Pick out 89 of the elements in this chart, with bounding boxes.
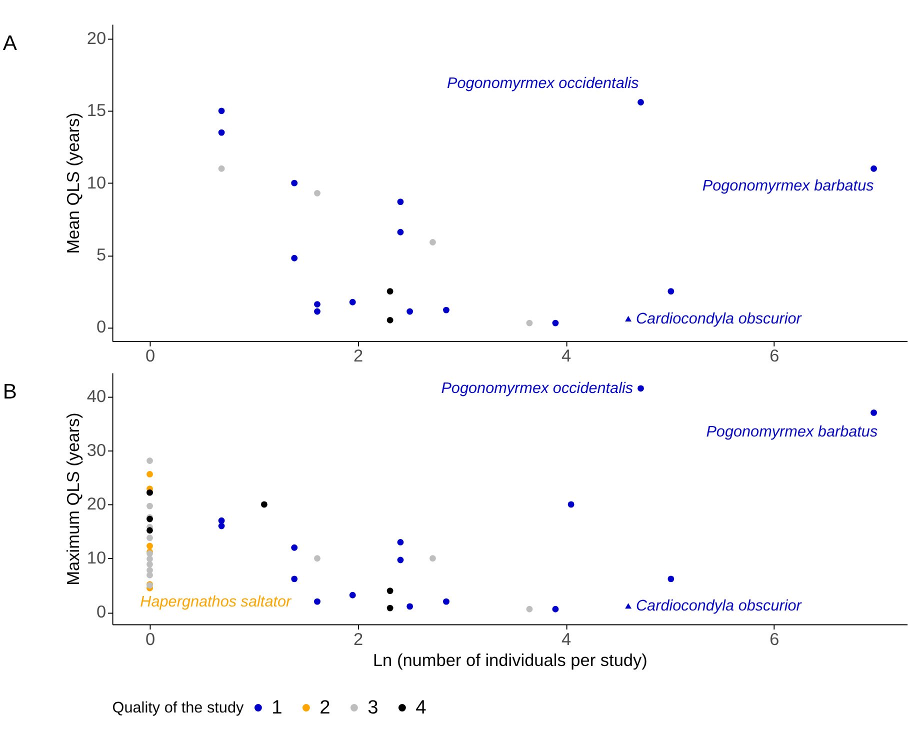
point — [146, 458, 153, 464]
point — [218, 129, 225, 136]
point — [291, 576, 298, 582]
legend-label: 2 — [320, 698, 330, 719]
point — [314, 190, 320, 196]
point — [146, 502, 153, 510]
annotation: Cardiocondyla obscurior — [636, 310, 802, 328]
point — [668, 576, 674, 582]
point — [260, 501, 268, 508]
point — [146, 489, 153, 496]
point — [349, 592, 356, 598]
point — [146, 527, 153, 534]
point — [314, 598, 320, 605]
chart-title: A — [2, 32, 18, 56]
point — [386, 604, 394, 612]
y-tick-label: 20 — [86, 494, 106, 514]
chart-title: B — [2, 380, 17, 404]
point — [397, 228, 404, 236]
point — [526, 606, 533, 612]
point — [218, 517, 225, 524]
x-tick-label: 2 — [353, 628, 364, 649]
point — [638, 99, 644, 106]
point — [625, 316, 632, 322]
y-tick-label: 20 — [86, 28, 106, 48]
x-tick-label: 0 — [145, 628, 156, 649]
y-tick-label: 30 — [86, 440, 106, 460]
point — [146, 534, 153, 542]
point — [397, 556, 404, 564]
x-tick-label: 4 — [562, 346, 572, 366]
legend-title: Quality of the study — [112, 700, 244, 717]
point — [406, 308, 414, 315]
y-tick-label: 10 — [86, 172, 106, 192]
x-tick-label: 4 — [562, 628, 572, 649]
point — [397, 198, 404, 206]
y-tick-label: 0 — [96, 316, 106, 337]
annotation: Cardiocondyla obscurior — [636, 598, 802, 615]
point — [429, 555, 436, 562]
point — [218, 522, 225, 530]
y-tick-label: 10 — [86, 548, 106, 568]
point — [146, 561, 153, 568]
legend-label: 4 — [416, 698, 427, 719]
point — [552, 320, 559, 326]
point — [291, 180, 298, 186]
y-tick-label: 15 — [86, 100, 106, 120]
point — [314, 555, 320, 562]
point — [386, 288, 394, 295]
y-tick-label: 40 — [86, 386, 106, 406]
point — [146, 471, 153, 478]
annotation: Pogonomyrmex barbatus — [706, 424, 878, 441]
y-axis-title: Mean QLS (years) — [63, 112, 84, 254]
point — [870, 409, 878, 416]
legend-label: 3 — [368, 698, 378, 719]
point — [397, 539, 404, 546]
point — [291, 544, 298, 551]
point — [349, 298, 356, 306]
point — [218, 108, 225, 114]
point — [146, 556, 153, 562]
point — [638, 385, 644, 392]
annotation: Hapergnathos saltator — [140, 593, 292, 610]
point — [314, 301, 320, 308]
point — [406, 603, 414, 610]
x-tick-label: 2 — [353, 346, 364, 366]
point — [443, 598, 450, 605]
point — [668, 288, 674, 295]
y-axis-title: Maximum QLS (years) — [63, 412, 84, 586]
point — [429, 239, 436, 246]
y-tick-label: 5 — [96, 244, 106, 264]
point — [291, 254, 298, 262]
point — [568, 501, 574, 508]
point — [386, 588, 394, 594]
annotation: Pogonomyrmex occidentalis — [441, 380, 634, 398]
x-tick-label: 0 — [145, 346, 156, 366]
annotation: Pogonomyrmex barbatus — [702, 178, 874, 195]
point — [625, 603, 632, 609]
point — [443, 306, 450, 314]
x-axis-title: Ln (number of individuals per study) — [372, 650, 648, 670]
y-tick-label: 0 — [96, 602, 106, 622]
x-tick-label: 6 — [770, 346, 780, 366]
annotation: Pogonomyrmex occidentalis — [446, 74, 640, 92]
point — [526, 320, 533, 326]
point — [870, 165, 878, 172]
point — [314, 308, 320, 315]
point — [552, 606, 559, 612]
point — [386, 316, 394, 324]
point — [146, 542, 153, 550]
legend-label: 1 — [272, 698, 282, 719]
point — [146, 572, 153, 578]
x-tick-label: 6 — [770, 628, 780, 649]
point — [218, 165, 225, 172]
